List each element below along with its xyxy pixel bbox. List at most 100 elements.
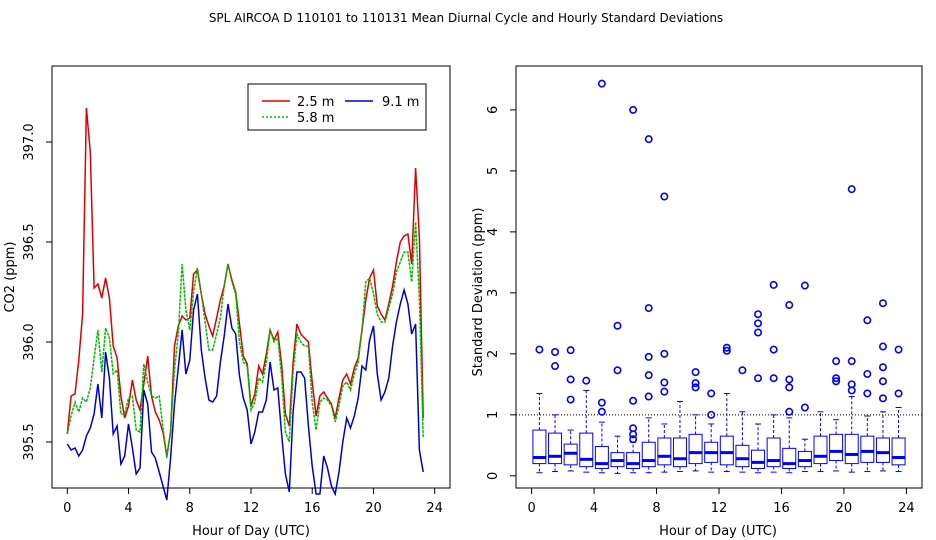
outlier-point	[566, 375, 575, 384]
co2-y-axis: 395.5 396.0 396.5 397.0	[22, 123, 52, 461]
x-tick-label: 8	[652, 501, 660, 516]
box-hour-7.5	[641, 135, 656, 474]
x-tick-label: 20	[836, 501, 853, 516]
box-hour-16.5	[782, 301, 797, 474]
outlier-point	[878, 363, 887, 372]
co2-diurnal-panel: 0 4 8 12 16 20 24 395.5 396.0 396.5 397.0 Hour of…	[3, 65, 451, 539]
outlier-point	[754, 328, 763, 337]
box-hour-17.5	[797, 281, 812, 473]
outlier-point	[878, 299, 887, 308]
co2-x-axis: 0 4 8 12 16 20 24	[63, 488, 443, 516]
outlier-point	[722, 346, 731, 355]
outlier-point	[800, 281, 809, 290]
co2-x-axis-label: Hour of Day (UTC)	[192, 524, 310, 539]
outlier-point	[785, 375, 794, 384]
outlier-point	[863, 389, 872, 398]
outlier-point	[582, 376, 591, 385]
y-tick-label: 4	[486, 228, 501, 236]
co2-legend: 2.5 m 9.1 m 5.8 m	[247, 83, 427, 131]
box-iqr	[829, 433, 844, 462]
series-line-9-1-m	[66, 287, 424, 501]
x-tick-label: 4	[124, 501, 132, 516]
outlier-point	[878, 394, 887, 403]
y-tick-label: 396.0	[22, 323, 37, 360]
y-tick-label: 396.5	[22, 223, 37, 260]
series-line-5-8-m	[66, 221, 424, 459]
box-iqr	[891, 437, 906, 466]
box-iqr	[875, 437, 890, 463]
outlier-point	[832, 357, 841, 366]
x-tick-label: 20	[365, 501, 382, 516]
outlier-point	[832, 377, 841, 386]
box-iqr	[532, 429, 547, 465]
x-tick-label: 16	[773, 501, 790, 516]
box-iqr	[626, 452, 641, 469]
outlier-point	[878, 377, 887, 386]
outlier-point	[847, 357, 856, 366]
box-hour-15.5	[766, 280, 781, 473]
x-tick-label: 0	[527, 501, 535, 516]
box-hour-8.5	[657, 192, 672, 473]
outlier-point	[629, 105, 638, 114]
outlier-point	[644, 135, 653, 144]
stddev-box-group	[516, 79, 922, 474]
outlier-point	[785, 301, 794, 310]
outlier-point	[597, 398, 606, 407]
x-tick-label: 16	[304, 501, 321, 516]
y-tick-label: 5	[486, 167, 501, 175]
box-hour-22.5	[875, 299, 890, 472]
outlier-point	[722, 343, 731, 352]
stddev-y-axis-label: Standard Deviation (ppm)	[471, 208, 486, 377]
box-iqr	[751, 449, 766, 469]
outlier-point	[894, 389, 903, 398]
stddev-plot-frame	[515, 65, 923, 489]
co2-y-axis-label: CO2 (ppm)	[3, 241, 18, 312]
box-iqr	[782, 447, 797, 469]
x-tick-label: 12	[243, 501, 260, 516]
y-tick-label: 397.0	[22, 123, 37, 160]
co2-series-group	[66, 107, 424, 501]
outlier-point	[878, 342, 887, 351]
x-tick-label: 24	[426, 501, 443, 516]
outlier-point	[613, 321, 622, 330]
outlier-point	[769, 374, 778, 383]
box-iqr	[797, 450, 812, 468]
box-hour-23.5	[891, 345, 906, 473]
y-tick-label: 0	[486, 472, 501, 480]
outlier-point	[644, 304, 653, 313]
outlier-point	[754, 319, 763, 328]
box-hour-11.5	[704, 389, 719, 473]
x-tick-label: 24	[898, 501, 915, 516]
outlier-point	[894, 345, 903, 354]
outlier-point	[597, 79, 606, 88]
box-hour-12.5	[719, 343, 734, 473]
x-tick-label: 4	[590, 501, 598, 516]
box-iqr	[548, 432, 563, 465]
box-hour-1.5	[548, 348, 563, 473]
box-hour-6.5	[626, 105, 641, 474]
outlier-point	[629, 396, 638, 405]
stddev-x-axis-label: Hour of Day (UTC)	[659, 524, 777, 539]
box-iqr	[688, 433, 703, 465]
box-iqr	[860, 435, 875, 463]
outlier-point	[847, 380, 856, 389]
stddev-y-axis: 0 1 2 3 4 5 6	[486, 106, 516, 480]
box-hour-0.5	[532, 345, 547, 474]
outlier-point	[769, 280, 778, 289]
box-hour-21.5	[860, 316, 875, 473]
outlier-point	[785, 407, 794, 416]
box-iqr	[735, 444, 750, 468]
box-hour-2.5	[563, 346, 578, 472]
y-tick-label: 6	[486, 106, 501, 114]
y-tick-label: 1	[486, 411, 501, 419]
legend-label-5-8m: 5.8 m	[297, 111, 334, 126]
outlier-point	[738, 366, 747, 375]
outlier-point	[754, 374, 763, 383]
outlier-point	[629, 435, 638, 444]
outlier-point	[754, 310, 763, 319]
outlier-point	[691, 383, 700, 392]
y-tick-label: 2	[486, 350, 501, 358]
outlier-point	[847, 185, 856, 194]
